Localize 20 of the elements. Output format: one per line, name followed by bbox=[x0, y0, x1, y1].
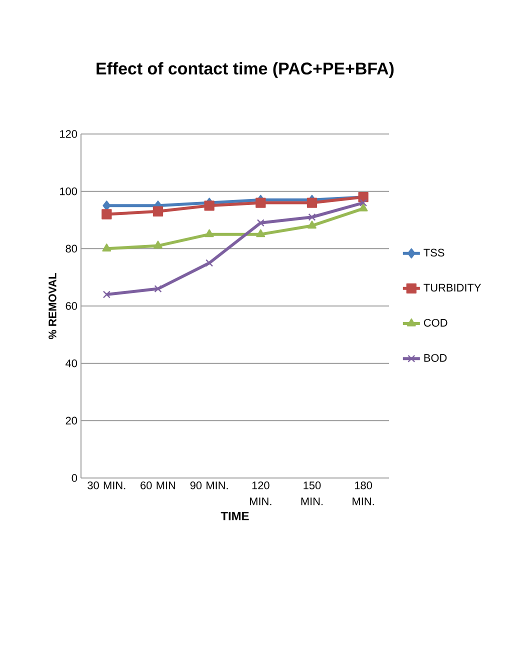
x-tick-label: 180 MIN. bbox=[352, 482, 374, 506]
x-axis-title: TIME bbox=[220, 512, 249, 520]
x-tick-label: 30 MIN. bbox=[88, 482, 126, 490]
x-tick-label: 120 MIN. bbox=[250, 482, 272, 506]
y-tick-label: 40 bbox=[66, 359, 78, 368]
x-tick-label: 150 MIN. bbox=[301, 482, 323, 506]
chart-title: Effect of contact time (PAC+PE+BFA) bbox=[96, 62, 394, 78]
y-tick-label: 80 bbox=[66, 244, 78, 253]
x-tick-label: 90 MIN. bbox=[190, 482, 228, 490]
legend-label: TURBIDITY bbox=[424, 284, 482, 292]
y-tick-label: 120 bbox=[60, 130, 78, 138]
legend-label: TSS bbox=[424, 248, 444, 257]
y-axis-title: % REMOVAL bbox=[48, 272, 56, 340]
y-tick-label: 0 bbox=[72, 474, 78, 482]
x-tick-label: 60 MIN bbox=[140, 482, 176, 490]
legend-label: COD bbox=[424, 318, 448, 327]
legend-label: BOD bbox=[424, 354, 447, 362]
y-tick-label: 60 bbox=[66, 302, 78, 310]
y-tick-label: 20 bbox=[66, 416, 78, 425]
y-tick-label: 100 bbox=[60, 187, 78, 196]
